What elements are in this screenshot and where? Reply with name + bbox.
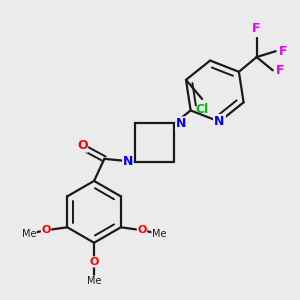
Text: O: O — [41, 225, 51, 235]
Text: Cl: Cl — [196, 103, 209, 116]
Text: O: O — [89, 257, 99, 267]
Text: Me: Me — [152, 229, 167, 239]
Text: N: N — [214, 115, 225, 128]
Text: F: F — [279, 45, 287, 58]
Text: F: F — [276, 64, 284, 77]
Text: Me: Me — [22, 229, 36, 239]
Text: N: N — [176, 117, 186, 130]
Text: F: F — [252, 22, 261, 35]
Text: Me: Me — [87, 276, 101, 286]
Text: O: O — [137, 225, 147, 235]
Text: N: N — [123, 155, 133, 168]
Text: O: O — [77, 139, 88, 152]
